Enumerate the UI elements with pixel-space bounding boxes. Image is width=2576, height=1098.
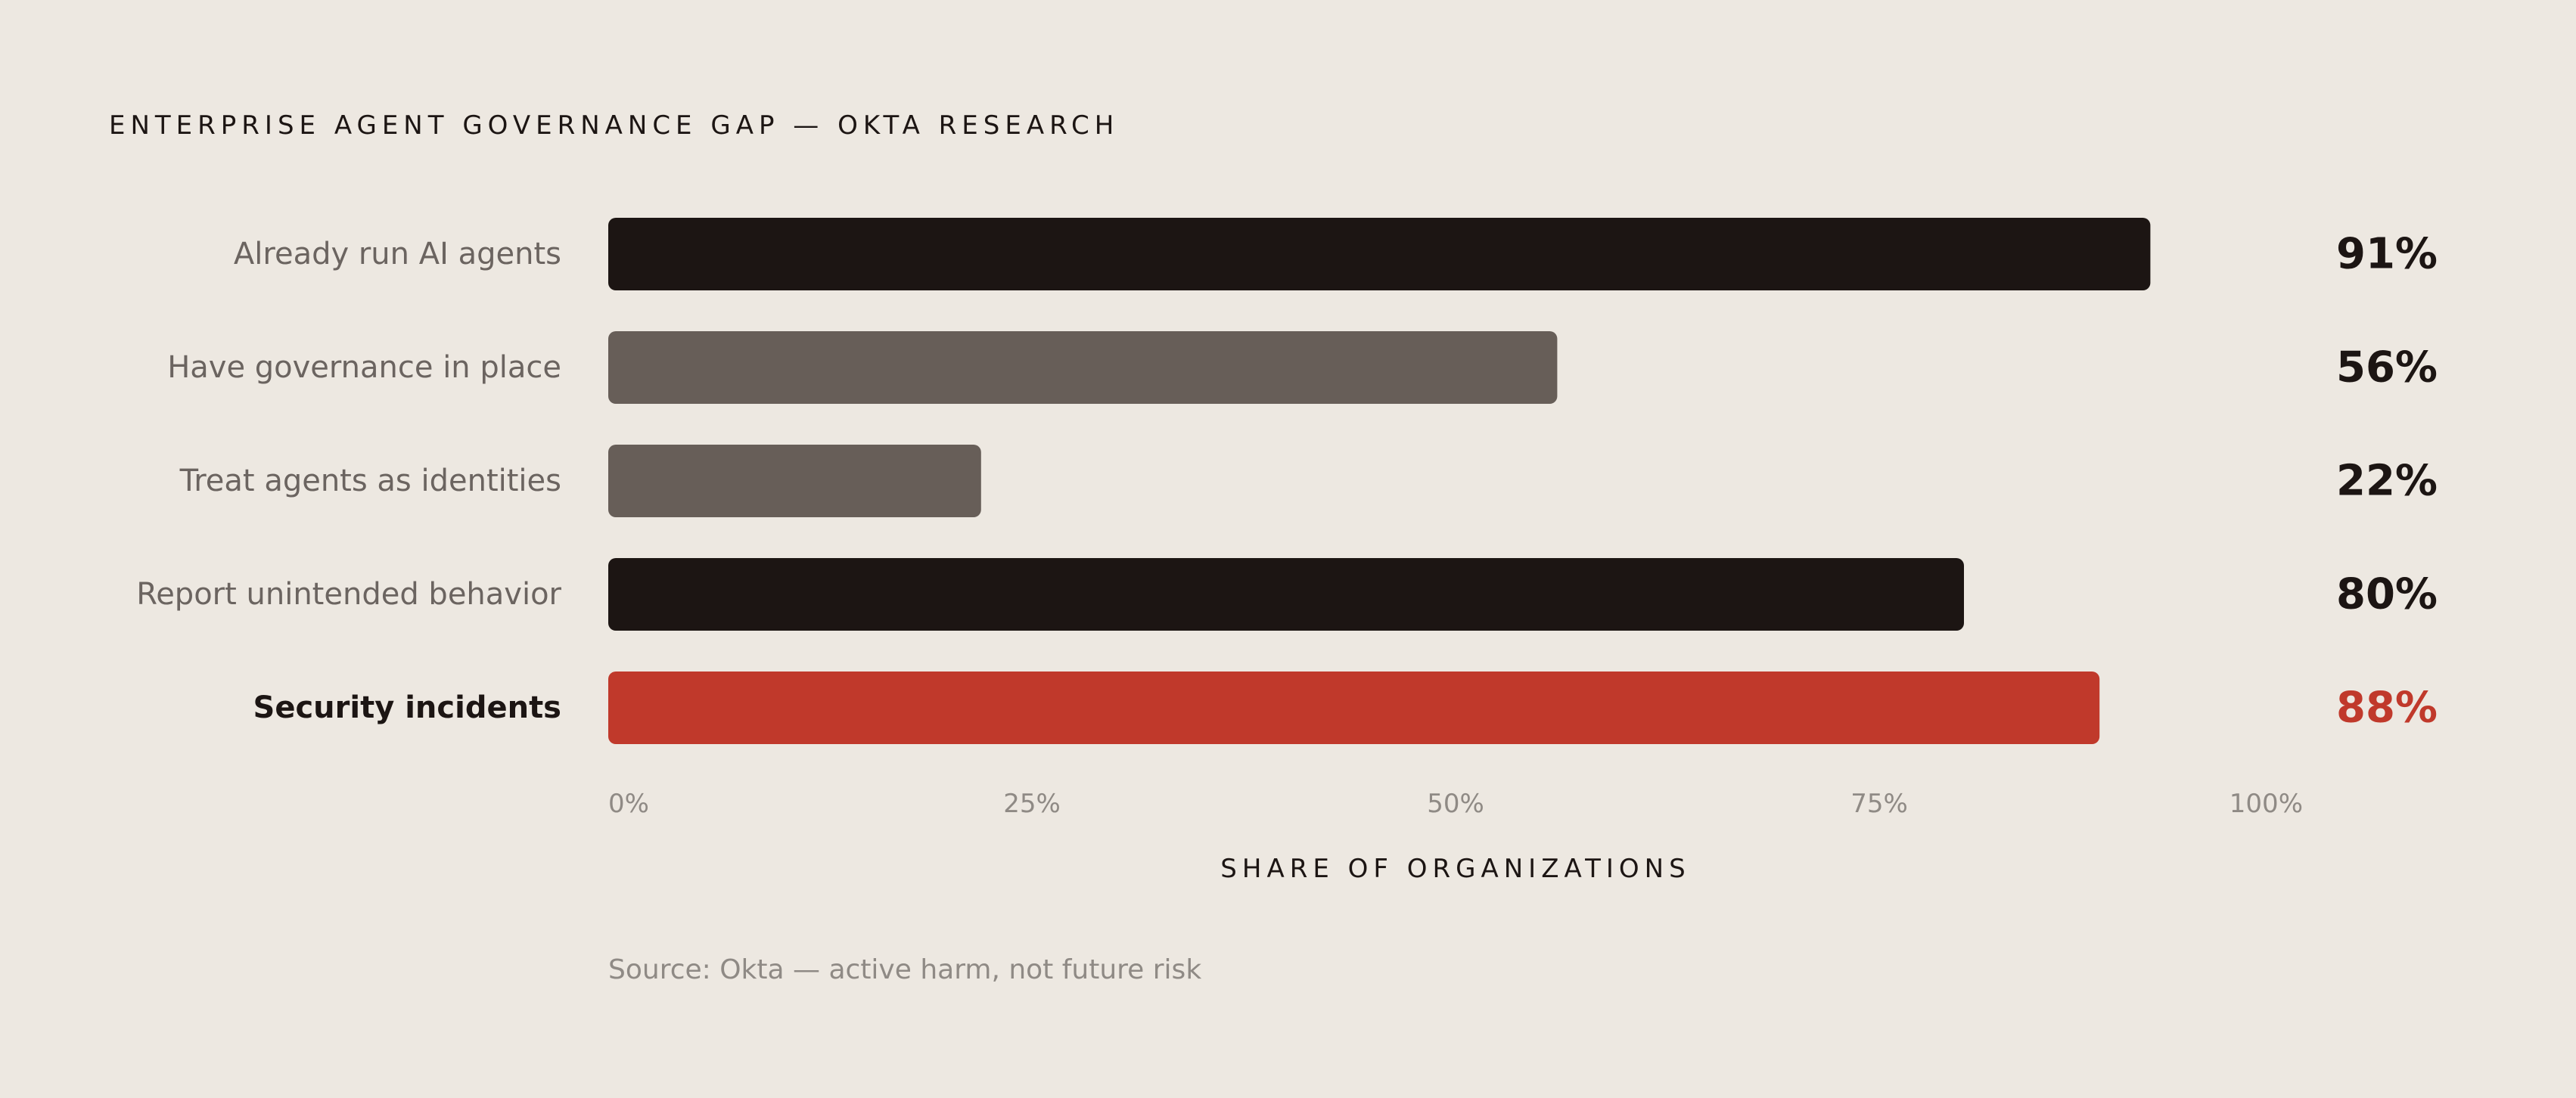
category-label: Security incidents [253,690,561,725]
bar [608,558,1964,631]
bar [608,445,981,517]
tick-label: 25% [1003,789,1061,819]
category-label: Report unintended behavior [136,577,561,612]
category-label: Treat agents as identities [179,464,561,498]
value-label: 88% [2336,684,2438,733]
tick-label: 75% [1850,789,1908,819]
tick-label: 50% [1427,789,1484,819]
value-label: 22% [2336,457,2438,506]
source-note: Source: Okta — active harm, not future r… [608,954,1201,985]
tick-label: 100% [2230,789,2303,819]
x-axis-title: SHARE OF ORGANIZATIONS [1220,854,1690,884]
value-label: 91% [2336,230,2438,279]
bar [608,672,2100,744]
chart-title: ENTERPRISE AGENT GOVERNANCE GAP — OKTA R… [109,110,1119,141]
bar [608,218,2151,290]
bars-group: Already run AI agents 91% Have governance … [136,218,2438,744]
tick-label: 0% [608,789,649,819]
category-label: Have governance in place [167,350,561,385]
value-label: 80% [2336,570,2438,619]
x-axis-ticks: 0% 25% 50% 75% 100% [608,789,2303,819]
value-label: 56% [2336,343,2438,392]
category-label: Already run AI agents [234,237,561,271]
bar [608,331,1558,404]
